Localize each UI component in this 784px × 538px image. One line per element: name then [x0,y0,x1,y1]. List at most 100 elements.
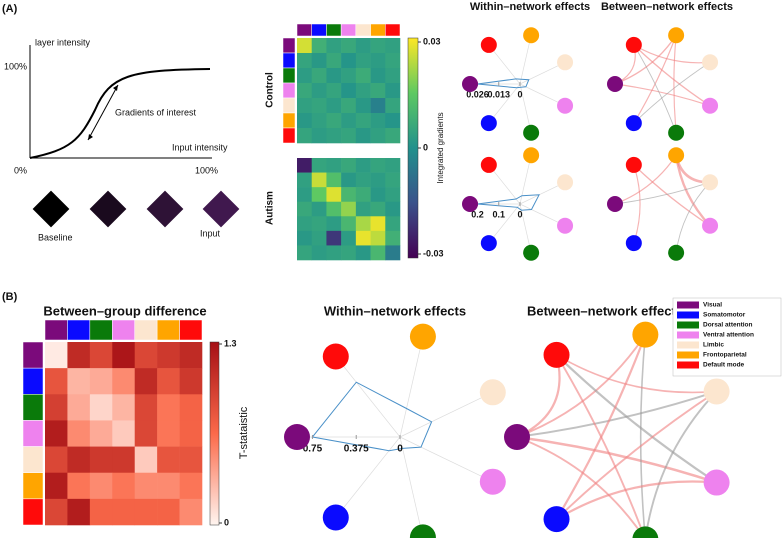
network-color [282,67,296,84]
legend-label: Limbic [703,342,724,349]
heatmap-cell [370,172,386,188]
network-node [543,341,570,368]
heatmap-cell [134,420,158,447]
heatmap-cell [326,230,342,246]
legend-label: Ventral attention [703,332,754,339]
heatmap-cell [385,83,401,99]
heatmap-cell [157,472,180,500]
colorbar [209,341,220,526]
edge [614,34,677,85]
heatmap-cell [157,394,180,421]
edge [633,164,641,244]
legend-swatch [677,321,699,329]
spoke [399,436,421,525]
spoke [399,436,482,477]
heatmap-cell [45,394,68,421]
network-color [22,472,44,500]
heatmap-cell [89,472,113,500]
heatmap-cell [45,342,68,369]
heatmap-cell [326,38,342,54]
network-color [22,394,44,421]
edge [555,354,646,538]
heatmap-cell [297,98,313,114]
heatmap-cell [179,420,203,447]
title: Between–group difference [43,303,206,318]
edge [673,35,677,133]
edge [516,436,646,538]
legend-swatch [677,361,699,369]
heatmap-cell [326,113,342,129]
network-node [668,27,685,44]
spoke [493,83,521,118]
spoke [519,162,530,205]
edge [516,334,647,438]
colorbar-tick-label: 0.03 [423,36,441,46]
edge [555,480,717,521]
heatmap-cell [67,368,91,395]
arrow [87,84,119,141]
heatmap-cell [326,158,342,173]
heatmap-cell [179,342,203,369]
network-color [179,319,203,341]
heatmap-cell [134,446,158,474]
edge [516,390,717,438]
heatmap-cell [370,230,386,246]
edge [556,354,717,394]
heatmap-cell [67,342,91,369]
heatmap-cell [311,38,327,54]
heatmap-cell [311,68,327,84]
heatmap-cell [341,172,357,188]
heatmap-cell [89,498,113,526]
colorbar-tick-label: 1.3 [224,338,237,348]
heatmap-cell [341,158,357,173]
heatmap-cell [326,187,342,203]
heatmap-cell [385,38,401,54]
heatmap-cell [326,128,342,144]
heatmap-cell [385,113,401,129]
heatmap-cell [297,83,313,99]
heatmap-cell [89,368,113,395]
heatmap-cell [134,472,158,500]
heatmap-cell [341,230,357,246]
curve [29,68,211,159]
network-color [340,23,357,37]
network-color [22,446,44,473]
network-color [22,367,44,395]
heatmap-cell [67,446,91,474]
network-node [480,235,497,252]
legend-label: Somatomotor [703,312,746,319]
heatmap-cell [67,420,91,447]
heatmap-cell [157,498,180,526]
network-color [326,23,342,37]
heatmap-cell [370,201,386,217]
network-color [134,319,158,341]
title: Within–network effects [324,303,466,318]
heatmap-cell [341,187,357,203]
edge [516,435,717,484]
heatmap-cell [341,98,357,114]
panel-label: (B) [2,291,18,303]
heatmap-cell [112,368,136,395]
spoke [519,203,530,246]
heatmap-cell [341,201,357,217]
heatmap-cell [355,201,371,217]
edge [614,154,677,205]
heatmap-cell [370,158,386,173]
heatmap-cell [297,158,313,173]
annotation: Gradients of interest [115,107,197,117]
network-node [557,54,574,71]
network-color [112,319,135,341]
heatmap-cell [370,113,386,129]
legend-swatch [677,351,699,359]
heatmap-cell [67,498,91,526]
network-node [625,156,642,173]
network-node [557,97,574,114]
radar-tick-label: 0 [517,89,522,99]
network-node [523,244,540,261]
spoke [493,203,521,238]
network-node [480,156,497,173]
heatmap-cell [297,68,313,84]
network-node [523,147,540,164]
network-node [668,147,685,164]
